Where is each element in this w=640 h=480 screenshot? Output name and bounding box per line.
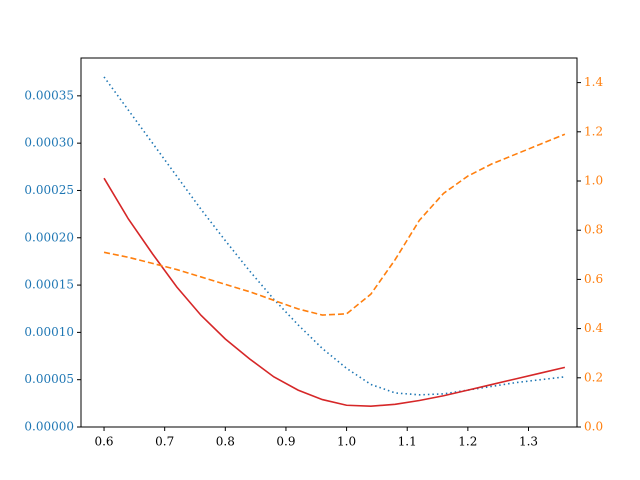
y2-tick-label: 0.8 [584, 223, 603, 237]
x-tick-label: 1.3 [519, 435, 538, 449]
y-tick-label: 0.00035 [24, 88, 74, 102]
x-tick-label: 0.6 [94, 435, 113, 449]
x-tick-label: 1.0 [337, 435, 356, 449]
x-tick-label: 0.8 [216, 435, 235, 449]
y-tick-label: 0.00005 [24, 372, 74, 386]
x-tick-label: 0.9 [276, 435, 295, 449]
plot-frame [80, 57, 578, 428]
y2-tick-label: 0.6 [584, 272, 603, 286]
x-tick-label: 0.7 [155, 435, 174, 449]
x-tick-label: 1.2 [458, 435, 477, 449]
line-series [103, 177, 566, 407]
line-series [103, 76, 565, 396]
line-series [103, 133, 566, 316]
y2-tick-label: 0.4 [584, 321, 603, 335]
y2-tick-label: 0.2 [584, 370, 603, 384]
y2-tick-label: 1.4 [584, 75, 603, 89]
y-tick-label: 0.00015 [24, 278, 74, 292]
y-tick-label: 0.00000 [24, 420, 74, 434]
y-tick-label: 0.00030 [24, 136, 74, 150]
x-tick-label: 1.1 [398, 435, 417, 449]
y2-tick-label: 1.0 [584, 174, 603, 188]
y2-tick-label: 0.0 [584, 420, 603, 434]
y2-tick-label: 1.2 [584, 124, 603, 138]
y-tick-label: 0.00025 [24, 183, 74, 197]
y-tick-label: 0.00010 [24, 325, 74, 339]
y-tick-label: 0.00020 [24, 230, 74, 244]
